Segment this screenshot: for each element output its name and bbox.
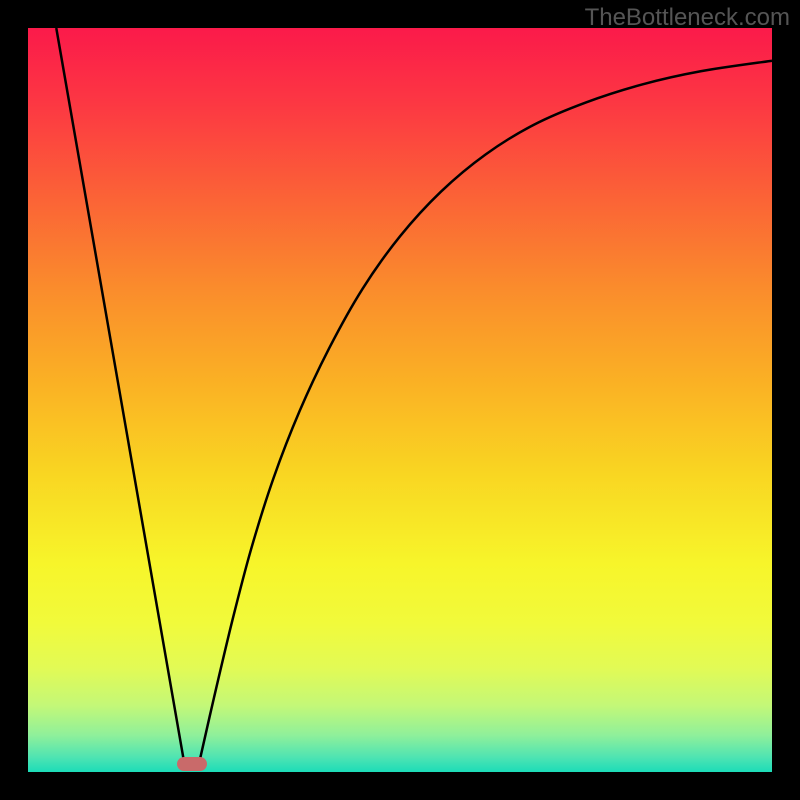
chart-frame: TheBottleneck.com xyxy=(0,0,800,800)
bottleneck-curve xyxy=(28,28,772,772)
curve-path xyxy=(56,28,772,763)
watermark-text: TheBottleneck.com xyxy=(585,4,790,32)
plot-area xyxy=(28,28,772,772)
optimal-point-marker xyxy=(177,757,207,771)
